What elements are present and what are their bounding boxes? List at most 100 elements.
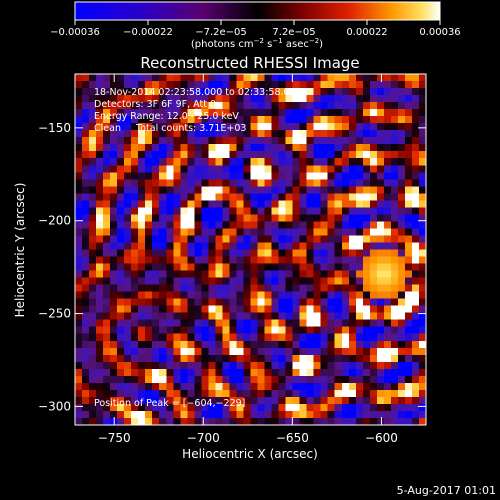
heatmap-cell: [306, 333, 314, 342]
heatmap-cell: [187, 263, 195, 271]
heatmap-cell: [348, 214, 357, 222]
heatmap-cell: [397, 207, 406, 215]
heatmap-cell: [299, 347, 307, 356]
heatmap-cell: [89, 375, 97, 384]
heatmap-cell: [390, 263, 399, 271]
heatmap-cell: [96, 242, 104, 250]
heatmap-cell: [180, 340, 188, 349]
heatmap-cell: [152, 298, 160, 306]
heatmap-cell: [145, 242, 153, 250]
heatmap-cell: [271, 319, 279, 328]
heatmap-cell: [355, 228, 364, 236]
heatmap-cell: [313, 284, 321, 292]
heatmap-cell: [110, 270, 118, 278]
heatmap-cell: [264, 137, 272, 145]
heatmap-cell: [201, 284, 209, 292]
heatmap-cell: [96, 130, 104, 138]
heatmap-cell: [131, 179, 139, 187]
heatmap-cell: [131, 333, 139, 342]
heatmap-cell: [327, 340, 336, 349]
heatmap-cell: [187, 382, 195, 391]
heatmap-cell: [348, 179, 357, 187]
heatmap-cell: [306, 389, 314, 398]
heatmap-cell: [292, 319, 300, 328]
heatmap-cell: [334, 95, 343, 103]
heatmap-cell: [82, 144, 90, 152]
heatmap-cell: [243, 361, 251, 370]
heatmap-cell: [313, 396, 321, 405]
heatmap-cell: [264, 81, 272, 89]
heatmap-cell: [341, 326, 350, 335]
heatmap-cell: [369, 172, 378, 180]
heatmap-cell: [285, 130, 293, 138]
heatmap-cell: [264, 368, 272, 377]
heatmap-cell: [306, 319, 314, 328]
heatmap-cell: [278, 326, 286, 335]
heatmap-cell: [362, 102, 371, 110]
heatmap-cell: [138, 95, 146, 103]
heatmap-cell: [369, 410, 378, 419]
heatmap-cell: [229, 109, 237, 117]
heatmap-cell: [208, 130, 216, 138]
heatmap-cell: [390, 326, 399, 335]
heatmap-cell: [103, 249, 111, 257]
heatmap-cell: [390, 333, 399, 342]
heatmap-cell: [208, 396, 216, 405]
heatmap-cell: [236, 228, 244, 236]
heatmap-cell: [138, 200, 146, 208]
heatmap-cell: [264, 214, 272, 222]
heatmap-cell: [320, 277, 329, 285]
heatmap-cell: [201, 130, 209, 138]
heatmap-cell: [201, 151, 209, 159]
heatmap-cell: [229, 81, 237, 89]
heatmap-cell: [166, 298, 174, 306]
heatmap-cell: [166, 305, 174, 313]
heatmap-cell: [292, 389, 300, 398]
heatmap-cell: [306, 74, 314, 82]
heatmap-cell: [82, 291, 90, 299]
heatmap-cell: [89, 207, 97, 215]
heatmap-cell: [236, 361, 244, 370]
heatmap-cell: [390, 88, 399, 96]
heatmap-cell: [222, 207, 230, 215]
heatmap-cell: [159, 333, 167, 342]
heatmap-cell: [327, 375, 336, 384]
heatmap-cell: [264, 284, 272, 292]
heatmap-cell: [306, 249, 314, 257]
heatmap-cell: [306, 193, 314, 201]
heatmap-cell: [117, 186, 125, 194]
heatmap-cell: [362, 81, 371, 89]
heatmap-cell: [313, 319, 321, 328]
heatmap-cell: [117, 326, 125, 335]
heatmap-cell: [299, 256, 307, 264]
heatmap-cell: [243, 347, 251, 356]
heatmap-cell: [264, 228, 272, 236]
heatmap-cell: [131, 368, 139, 377]
heatmap-cell: [411, 207, 420, 215]
heatmap-cell: [222, 291, 230, 299]
heatmap-cell: [201, 298, 209, 306]
heatmap-cell: [362, 130, 371, 138]
heatmap-cell: [355, 319, 364, 328]
heatmap-cell: [166, 221, 174, 229]
heatmap-cell: [75, 186, 83, 194]
heatmap-cell: [145, 277, 153, 285]
heatmap-cell: [222, 312, 230, 320]
heatmap-cell: [89, 256, 97, 264]
heatmap-cell: [341, 298, 350, 306]
heatmap-cell: [292, 88, 300, 96]
heatmap-cell: [369, 116, 378, 124]
heatmap-cell: [145, 403, 153, 412]
heatmap-cell: [117, 368, 125, 377]
heatmap-cell: [145, 214, 153, 222]
heatmap-cell: [138, 74, 146, 82]
heatmap-cell: [110, 158, 118, 166]
heatmap-cell: [257, 270, 265, 278]
heatmap-cell: [229, 130, 237, 138]
heatmap-cell: [341, 263, 350, 271]
heatmap-cell: [306, 81, 314, 89]
heatmap-cell: [229, 361, 237, 370]
heatmap-cell: [173, 116, 181, 124]
heatmap-cell: [194, 249, 202, 257]
heatmap-cell: [152, 368, 160, 377]
